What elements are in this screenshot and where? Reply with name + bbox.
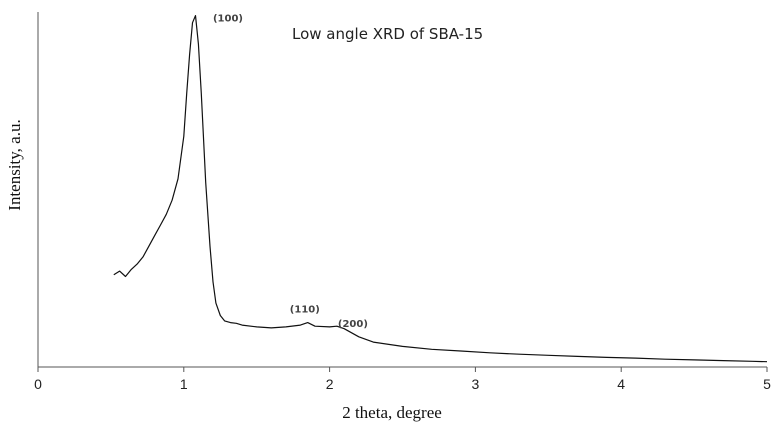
peak-label: (110) bbox=[290, 305, 320, 316]
x-tick-label: 1 bbox=[180, 376, 188, 392]
peak-label: (200) bbox=[338, 319, 368, 330]
y-axis-title: Intensity, a.u. bbox=[5, 119, 24, 210]
x-tick-label: 4 bbox=[617, 376, 625, 392]
x-tick-label: 5 bbox=[763, 376, 771, 392]
chart-title: Low angle XRD of SBA-15 bbox=[292, 25, 483, 43]
x-axis-title: 2 theta, degree bbox=[342, 403, 442, 422]
x-tick-label: 0 bbox=[34, 376, 42, 392]
peak-label: (100) bbox=[213, 14, 243, 25]
x-tick-label: 2 bbox=[326, 376, 334, 392]
peak-annotations: (100) (110) (200) bbox=[213, 14, 368, 330]
xrd-intensity-line bbox=[113, 15, 768, 363]
x-axis-ticks: 0 1 2 3 4 5 bbox=[34, 367, 771, 392]
x-tick-label: 3 bbox=[472, 376, 480, 392]
